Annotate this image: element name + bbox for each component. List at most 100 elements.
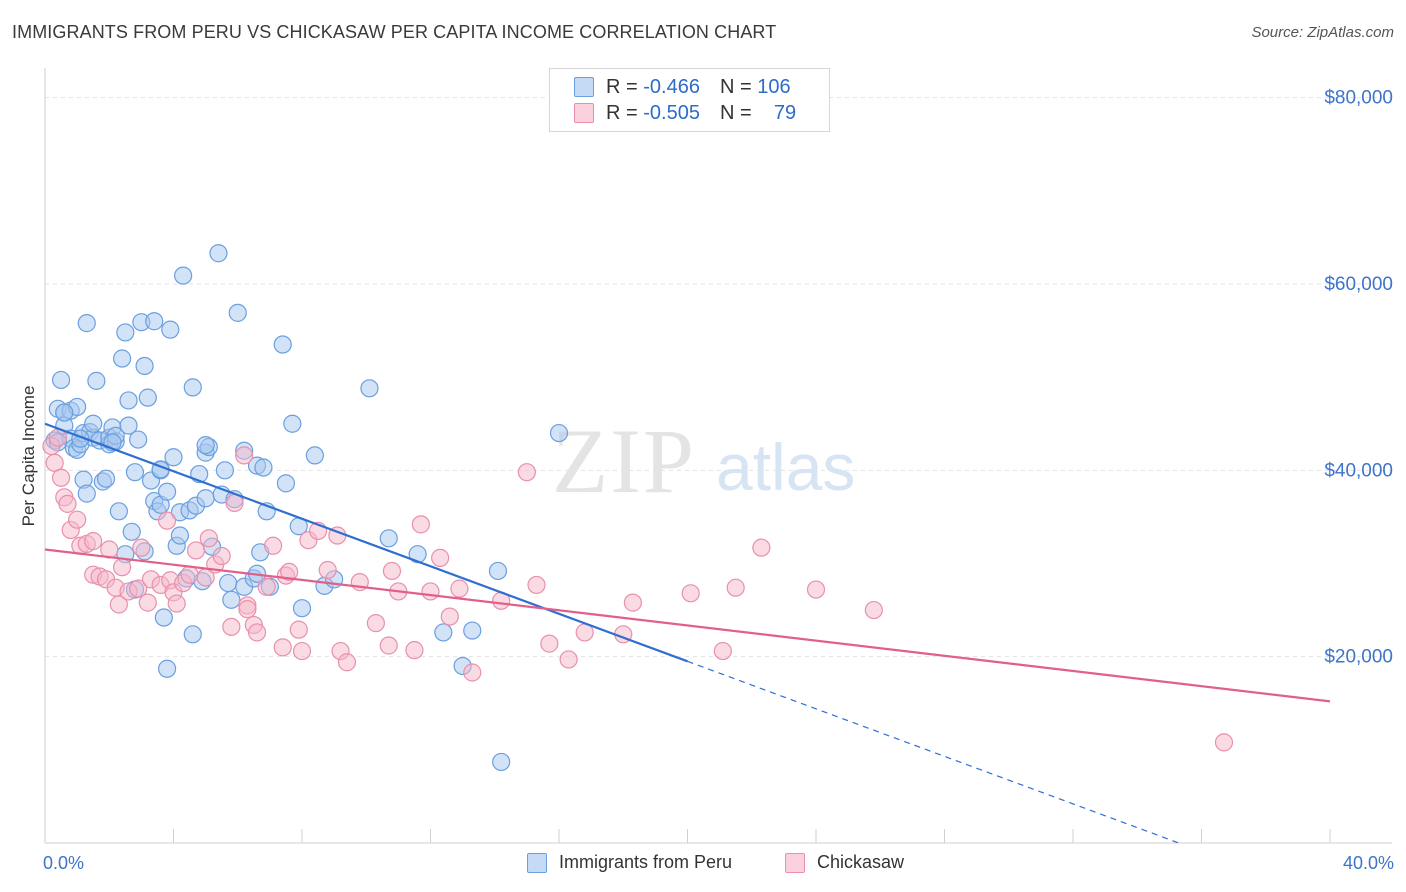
point-chickasaw [280, 562, 299, 581]
point-peru [183, 625, 202, 644]
trendline-peru-extension [687, 660, 1180, 844]
point-chickasaw [68, 510, 87, 529]
axis-labels: $20,000 $40,000 $60,000 $80,000 0.0% 40.0% [43, 88, 1394, 873]
legend-r-label: R = [606, 75, 638, 98]
point-peru [135, 356, 154, 376]
point-chickasaw [273, 638, 292, 657]
point-peru [125, 463, 145, 482]
legend-r-label: R = [606, 101, 638, 124]
point-chickasaw [366, 614, 385, 633]
point-chickasaw [235, 446, 254, 465]
point-peru [51, 370, 71, 390]
point-chickasaw [257, 577, 276, 596]
y-axis-title: Per Capita Income [19, 386, 38, 527]
point-chickasaw [289, 620, 308, 639]
point-peru [164, 448, 183, 467]
point-chickasaw [864, 600, 883, 620]
point-peru [488, 561, 508, 581]
bottom-legend-peru: Immigrants from Peru [527, 852, 732, 873]
bottom-legend-swatch-peru [527, 852, 547, 873]
x-tick-label-left: 0.0% [43, 853, 84, 873]
point-peru [228, 303, 247, 322]
watermark-atlas: atlas [716, 430, 855, 504]
x-tick-label-right: 40.0% [1343, 853, 1394, 873]
point-peru [196, 436, 215, 455]
point-peru [119, 416, 138, 435]
point-chickasaw [199, 529, 218, 548]
point-chickasaw [806, 580, 826, 599]
legend-r-value: -0.466 [643, 75, 700, 98]
point-peru [129, 430, 148, 449]
point-chickasaw [440, 607, 459, 626]
point-chickasaw [450, 579, 469, 598]
point-peru [77, 484, 96, 503]
point-chickasaw [713, 641, 732, 661]
point-chickasaw [138, 593, 157, 612]
point-peru [174, 266, 193, 285]
data-points [42, 244, 1234, 772]
point-peru [379, 529, 398, 548]
point-peru [145, 312, 164, 331]
point-chickasaw [109, 595, 128, 614]
point-chickasaw [129, 579, 148, 598]
point-peru [549, 423, 569, 443]
point-chickasaw [132, 538, 151, 557]
legend-n-label: N = [719, 75, 752, 98]
point-peru [112, 349, 132, 368]
point-peru [196, 489, 215, 508]
y-tick-label: $80,000 [1324, 88, 1393, 109]
point-chickasaw [337, 653, 357, 672]
point-chickasaw [405, 641, 424, 660]
y-tick-label: $60,000 [1324, 274, 1393, 295]
point-chickasaw [263, 536, 283, 555]
bottom-legend-label-peru: Immigrants from Peru [559, 852, 733, 872]
point-peru [219, 573, 238, 593]
y-tick-label: $20,000 [1324, 647, 1393, 668]
point-peru [463, 621, 482, 640]
legend-row-peru: R = -0.466 N = 106 [574, 75, 791, 99]
point-peru [283, 414, 302, 433]
bottom-legend-chickasaw: Chickasaw [785, 852, 904, 873]
point-chickasaw [421, 582, 440, 601]
point-chickasaw [726, 578, 745, 597]
point-peru [222, 590, 241, 609]
point-chickasaw [527, 575, 546, 595]
point-chickasaw [292, 641, 312, 661]
legend-n-label: N = [719, 101, 752, 124]
point-peru [77, 314, 96, 333]
legend-n-value: 106 [757, 75, 791, 98]
point-peru [360, 379, 379, 398]
point-chickasaw [247, 623, 267, 642]
point-peru [305, 446, 324, 465]
legend-row-chickasaw: R = -0.505 N = 79 [574, 101, 796, 125]
point-peru [138, 388, 157, 407]
point-chickasaw [58, 494, 77, 513]
point-chickasaw [167, 594, 186, 613]
watermark: ZIP atlas [552, 410, 855, 512]
legend-swatch-peru [574, 77, 594, 97]
point-chickasaw [180, 565, 199, 584]
point-chickasaw [212, 546, 231, 566]
point-peru [157, 482, 177, 501]
point-peru [492, 752, 511, 772]
point-chickasaw [681, 584, 700, 603]
trendline-chickasaw [44, 548, 1331, 703]
point-peru [161, 320, 180, 339]
point-peru [55, 403, 74, 422]
point-peru [84, 414, 103, 433]
point-chickasaw [431, 548, 450, 567]
point-chickasaw [222, 617, 241, 636]
trend-lines [44, 422, 1331, 844]
point-peru [157, 659, 177, 678]
point-peru [116, 323, 135, 342]
point-peru [209, 244, 228, 263]
point-peru [434, 623, 453, 642]
source-label: Source: ZipAtlas.com [1251, 24, 1394, 41]
point-chickasaw [463, 663, 482, 682]
point-chickasaw [382, 561, 402, 581]
point-chickasaw [51, 468, 71, 487]
point-chickasaw [517, 463, 536, 482]
point-peru [119, 391, 138, 410]
point-peru [273, 335, 292, 354]
